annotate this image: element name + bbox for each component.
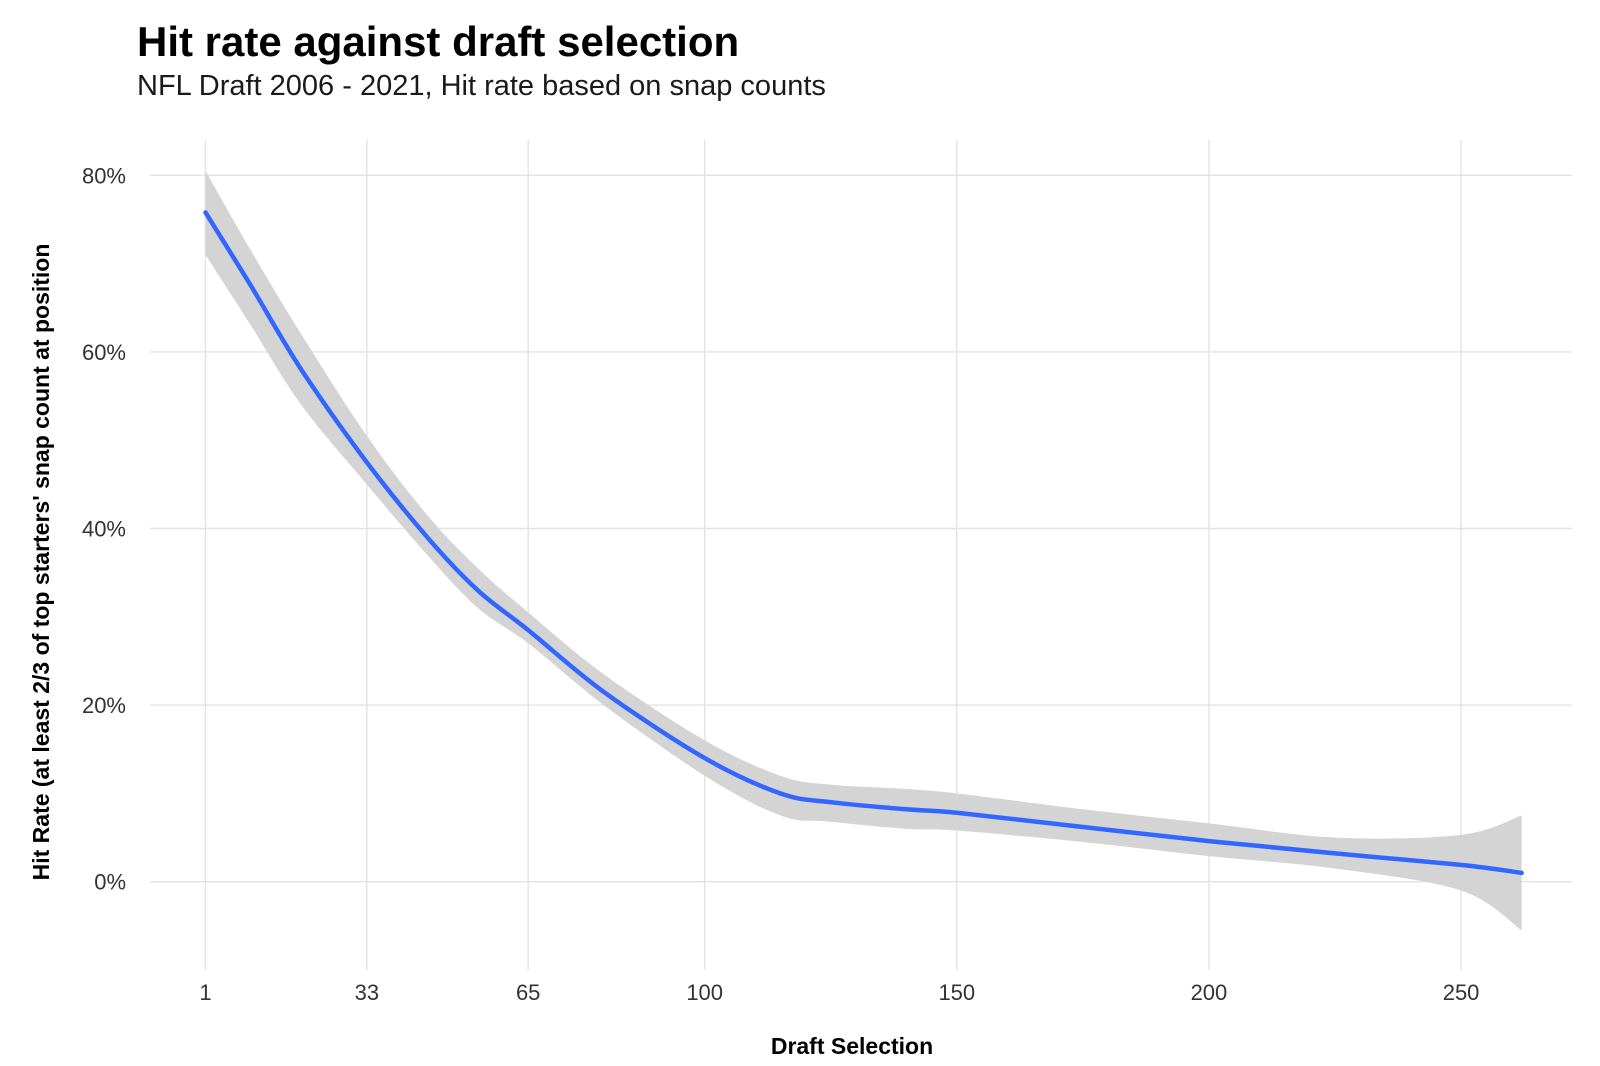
x-tick-label: 33 <box>355 980 379 1005</box>
trend-line <box>203 210 1524 876</box>
x-tick-label: 65 <box>516 980 540 1005</box>
x-tick-label: 150 <box>938 980 975 1005</box>
y-tick-label: 80% <box>82 163 126 188</box>
x-axis-label: Draft Selection <box>771 1033 933 1059</box>
y-tick-labels: 0% 20% 40% 60% 80% <box>82 163 126 894</box>
y-tick-label: 0% <box>94 870 126 895</box>
y-gridlines <box>150 174 1572 883</box>
chart-subtitle: NFL Draft 2006 - 2021, Hit rate based on… <box>137 70 826 102</box>
y-tick-label: 40% <box>82 517 126 542</box>
x-tick-label: 1 <box>199 980 211 1005</box>
y-tick-label: 20% <box>82 693 126 718</box>
y-tick-label: 60% <box>82 340 126 365</box>
x-tick-labels: 1 33 65 100 150 200 250 <box>199 980 1479 1005</box>
chart-title: Hit rate against draft selection <box>137 18 740 65</box>
x-tick-label: 100 <box>686 980 723 1005</box>
y-axis-label: Hit Rate (at least 2/3 of top starters' … <box>28 244 54 881</box>
x-tick-label: 250 <box>1443 980 1480 1005</box>
x-tick-label: 200 <box>1191 980 1228 1005</box>
confidence-band <box>205 170 1522 931</box>
